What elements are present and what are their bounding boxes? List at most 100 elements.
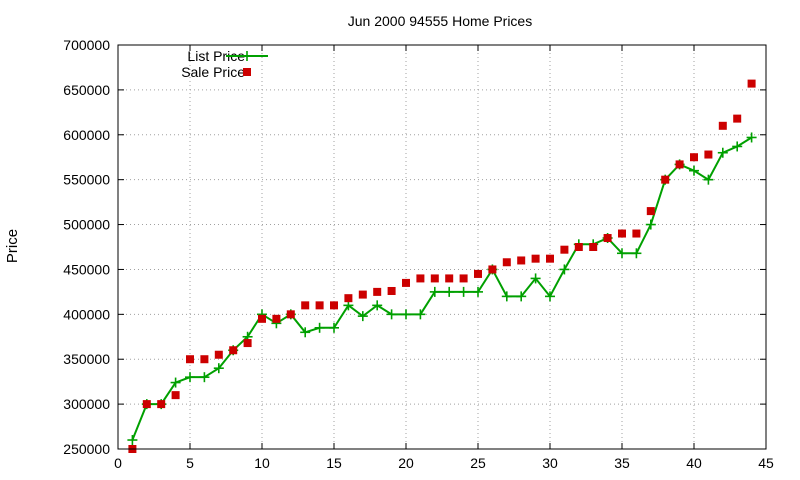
sale-price-series <box>128 79 756 453</box>
sale-price-point <box>186 355 194 364</box>
sale-price-point <box>661 175 670 184</box>
sale-price-point <box>704 150 713 159</box>
list-price-point <box>199 372 210 383</box>
list-price-point <box>516 291 527 302</box>
sale-price-point <box>646 207 655 216</box>
x-tick-label: 25 <box>470 455 486 471</box>
x-tick-label: 35 <box>614 455 630 471</box>
x-tick-label: 5 <box>186 455 194 471</box>
legend-marker-sale-price <box>243 68 251 76</box>
list-price-point <box>213 363 224 374</box>
sale-price-point <box>315 301 324 310</box>
list-price-line <box>131 136 753 441</box>
x-tick-label: 40 <box>686 455 702 471</box>
sale-price-point <box>546 254 554 263</box>
x-tick-label: 20 <box>398 455 414 471</box>
sale-price-point <box>517 256 526 265</box>
list-price-point <box>357 311 368 322</box>
x-tick-label: 10 <box>254 455 270 471</box>
sale-price-point <box>488 265 497 274</box>
legend-marker-list-price <box>242 51 252 61</box>
sale-price-point <box>373 287 382 296</box>
sale-price-point <box>243 339 252 348</box>
list-price-point <box>401 309 411 320</box>
sale-price-point <box>344 294 353 303</box>
list-price-point <box>631 248 642 259</box>
sale-price-point <box>632 229 641 238</box>
sale-price-point <box>603 234 612 243</box>
list-price-point <box>746 132 757 143</box>
y-tick-label: 400000 <box>63 306 110 322</box>
sale-price-point <box>286 310 295 319</box>
y-tick-label: 250000 <box>63 441 110 457</box>
sale-price-point <box>589 243 598 251</box>
sale-price-point <box>214 350 223 359</box>
list-price-point <box>372 300 383 311</box>
sale-price-point <box>574 243 583 251</box>
sale-price-point <box>416 274 425 283</box>
list-price-point <box>300 327 311 338</box>
list-price-point <box>645 219 656 230</box>
y-tick-label: 650000 <box>63 82 110 98</box>
sale-price-point <box>747 79 756 88</box>
sale-price-point <box>200 355 209 364</box>
list-price-point <box>444 286 455 297</box>
list-price-point <box>703 174 714 185</box>
sale-price-point <box>502 258 511 267</box>
plot-frame <box>117 44 767 450</box>
list-price-point <box>501 291 512 302</box>
y-tick-label: 300000 <box>63 396 110 412</box>
y-tick-label: 500000 <box>63 217 110 233</box>
list-price-point <box>429 286 440 297</box>
list-price-point <box>415 309 426 320</box>
y-tick-label: 700000 <box>63 37 110 53</box>
list-price-point <box>689 165 699 176</box>
sale-price-point <box>229 346 238 355</box>
sale-price-point <box>675 160 684 169</box>
x-tick-label: 0 <box>114 455 122 471</box>
y-axis-label: Price <box>4 229 21 263</box>
y-tick-label: 350000 <box>63 351 110 367</box>
sale-price-point <box>272 314 281 323</box>
list-price-point <box>473 286 483 297</box>
sale-price-point <box>445 274 454 283</box>
list-price-point <box>170 377 181 388</box>
list-price-point <box>717 147 728 158</box>
list-price-point <box>732 141 743 152</box>
list-price-point <box>458 286 469 297</box>
plot-series <box>127 79 757 453</box>
axis-ticks: 0 5 10 15 20 25 30 35 40 45 250000 300000 350000 4000… <box>63 37 774 471</box>
sale-price-point <box>531 254 540 263</box>
sale-price-point <box>718 121 727 130</box>
sale-price-point <box>430 274 439 283</box>
sale-price-point <box>402 278 410 287</box>
y-tick-label: 550000 <box>63 172 110 188</box>
sale-price-point <box>301 301 310 310</box>
sale-price-point <box>171 391 180 400</box>
y-tick-label: 600000 <box>63 127 110 143</box>
y-tick-label: 450000 <box>63 261 110 277</box>
sale-price-point <box>157 400 166 409</box>
sale-price-point <box>459 274 468 283</box>
list-price-point <box>559 264 570 275</box>
list-price-point <box>185 372 195 383</box>
list-price-point <box>386 309 397 320</box>
chart-title: Jun 2000 94555 Home Prices <box>348 13 532 29</box>
sale-price-point <box>330 301 338 310</box>
list-price-point <box>314 322 325 333</box>
grid-lines <box>118 45 766 449</box>
list-price-point <box>617 248 627 259</box>
list-price-point <box>545 291 555 302</box>
list-price-point <box>530 273 541 284</box>
legend-label: Sale Price <box>181 64 245 80</box>
legend-label: List Price <box>187 48 245 64</box>
sale-price-point <box>733 114 742 123</box>
list-price-point <box>127 435 138 446</box>
sale-price-point <box>387 286 396 295</box>
list-price-point <box>329 322 339 333</box>
sale-price-point <box>258 314 266 323</box>
sale-price-point <box>474 269 482 278</box>
sale-price-point <box>560 245 569 254</box>
